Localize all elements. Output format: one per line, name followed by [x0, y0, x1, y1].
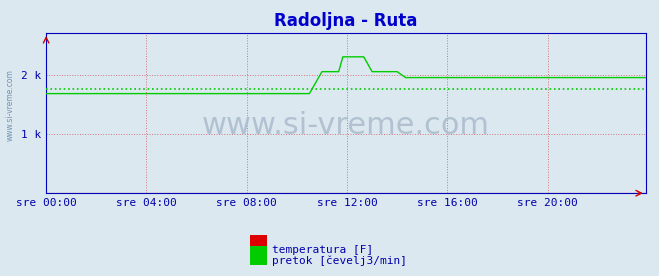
Text: temperatura [F]: temperatura [F]	[272, 245, 373, 255]
Text: pretok [čevelj3/min]: pretok [čevelj3/min]	[272, 256, 407, 266]
Text: www.si-vreme.com: www.si-vreme.com	[5, 69, 14, 141]
Text: www.si-vreme.com: www.si-vreme.com	[202, 112, 490, 140]
Title: Radoljna - Ruta: Radoljna - Ruta	[274, 12, 418, 30]
